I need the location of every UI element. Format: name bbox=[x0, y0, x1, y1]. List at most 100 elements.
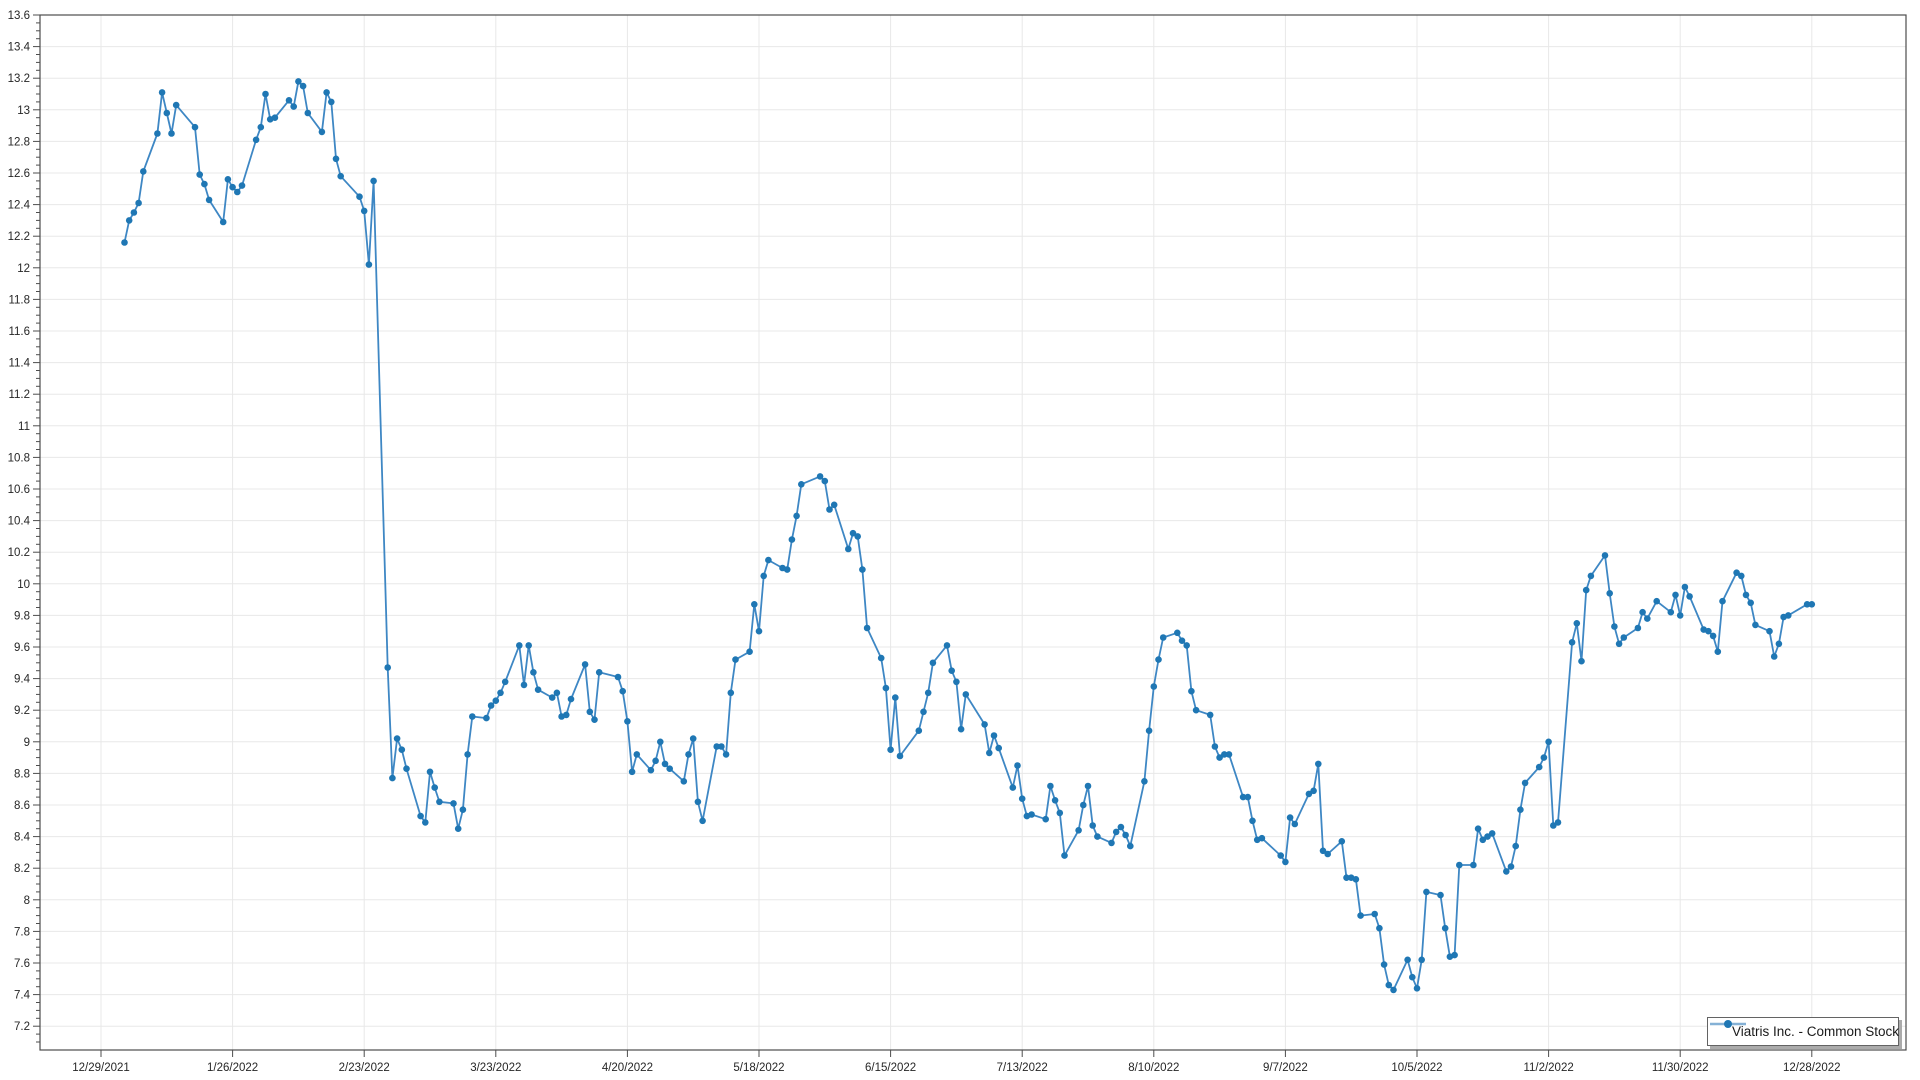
data-point bbox=[614, 673, 622, 681]
price-line bbox=[123, 80, 1812, 991]
data-point bbox=[1112, 828, 1120, 836]
y-tick-label: 7.6 bbox=[14, 958, 30, 970]
data-point bbox=[661, 760, 669, 768]
data-point bbox=[1535, 763, 1543, 771]
y-tick-label: 9.4 bbox=[14, 674, 31, 686]
y-tick-label: 10.4 bbox=[8, 516, 31, 528]
data-point bbox=[389, 774, 396, 782]
data-point bbox=[798, 481, 805, 488]
data-point bbox=[652, 757, 659, 765]
data-point bbox=[1409, 973, 1416, 981]
data-point bbox=[262, 90, 269, 98]
y-tick-label: 8 bbox=[24, 895, 30, 907]
data-point bbox=[497, 689, 504, 697]
data-point bbox=[285, 97, 293, 104]
x-tick-label: 2/23/2022 bbox=[339, 1062, 390, 1074]
data-point bbox=[356, 193, 363, 200]
data-point bbox=[257, 123, 265, 131]
data-point bbox=[647, 766, 655, 774]
data-point bbox=[417, 812, 424, 820]
data-point bbox=[1456, 861, 1463, 869]
data-point bbox=[1014, 762, 1021, 769]
y-tick-label: 10.6 bbox=[8, 484, 30, 496]
data-point bbox=[619, 687, 626, 695]
data-point bbox=[1803, 601, 1811, 608]
data-point bbox=[1441, 924, 1449, 932]
data-point bbox=[1615, 640, 1623, 648]
data-point bbox=[121, 239, 128, 246]
data-point bbox=[1521, 779, 1529, 787]
y-tick-label: 12.2 bbox=[8, 231, 30, 243]
data-point bbox=[732, 656, 739, 663]
legend-series-label: Viatris Inc. - Common Stock bbox=[1732, 1024, 1900, 1039]
data-point bbox=[1545, 738, 1552, 746]
data-point bbox=[1221, 751, 1228, 758]
data-point bbox=[863, 624, 871, 632]
y-tick-label: 13.6 bbox=[8, 10, 30, 22]
data-point bbox=[953, 678, 960, 686]
data-point bbox=[1808, 601, 1816, 608]
data-point bbox=[191, 123, 199, 131]
data-point bbox=[224, 176, 232, 183]
data-point bbox=[1484, 833, 1491, 840]
data-point bbox=[586, 708, 594, 716]
x-tick-label: 12/28/2022 bbox=[1783, 1062, 1841, 1074]
data-point bbox=[1413, 985, 1421, 992]
y-tick-label: 13.4 bbox=[8, 42, 31, 54]
data-point bbox=[666, 765, 673, 772]
x-tick-label: 11/2/2022 bbox=[1523, 1062, 1573, 1074]
data-point bbox=[1127, 842, 1134, 850]
data-point bbox=[318, 128, 326, 136]
data-point bbox=[887, 746, 894, 753]
data-point bbox=[929, 659, 937, 667]
data-point bbox=[1681, 583, 1689, 591]
data-point bbox=[299, 82, 307, 90]
data-point bbox=[365, 261, 373, 268]
data-point bbox=[234, 188, 241, 196]
data-point bbox=[793, 512, 800, 520]
data-point bbox=[722, 751, 730, 758]
data-point bbox=[483, 714, 490, 722]
data-point bbox=[323, 89, 330, 96]
data-point bbox=[464, 751, 471, 758]
y-tick-label: 7.2 bbox=[14, 1021, 30, 1033]
y-tick-label: 12.4 bbox=[8, 200, 31, 212]
data-point bbox=[877, 654, 885, 662]
data-point bbox=[1775, 640, 1783, 648]
data-point bbox=[849, 529, 857, 537]
y-tick-label: 7.8 bbox=[14, 926, 30, 938]
data-point bbox=[1470, 861, 1477, 869]
data-point bbox=[1676, 612, 1684, 619]
data-point bbox=[1244, 793, 1252, 801]
data-point bbox=[986, 749, 993, 757]
data-point bbox=[1122, 831, 1129, 839]
data-point bbox=[1282, 858, 1289, 866]
data-point bbox=[1390, 986, 1397, 994]
data-point bbox=[990, 732, 998, 739]
data-point bbox=[685, 751, 692, 758]
data-point bbox=[1286, 814, 1294, 821]
data-point bbox=[1418, 956, 1425, 964]
data-point bbox=[1667, 608, 1675, 616]
data-point bbox=[830, 501, 838, 509]
axes bbox=[39, 14, 1907, 1051]
data-point bbox=[1061, 852, 1068, 859]
data-point bbox=[1324, 850, 1331, 858]
x-tick-label: 11/30/2022 bbox=[1652, 1062, 1709, 1074]
data-point bbox=[1178, 637, 1186, 644]
data-point bbox=[1639, 608, 1646, 616]
data-point bbox=[1150, 683, 1158, 690]
data-point bbox=[520, 681, 528, 689]
data-point bbox=[1310, 787, 1317, 795]
y-tick-label: 8.8 bbox=[14, 768, 30, 780]
y-tick-label: 8.6 bbox=[14, 800, 30, 812]
data-point bbox=[1479, 836, 1487, 844]
data-point bbox=[694, 798, 702, 806]
data-point bbox=[1507, 863, 1515, 870]
x-tick-label: 8/10/2022 bbox=[1128, 1062, 1179, 1074]
data-point bbox=[548, 694, 556, 701]
data-point bbox=[553, 689, 561, 697]
data-point bbox=[201, 180, 208, 188]
axis-ticks bbox=[33, 14, 1813, 1057]
